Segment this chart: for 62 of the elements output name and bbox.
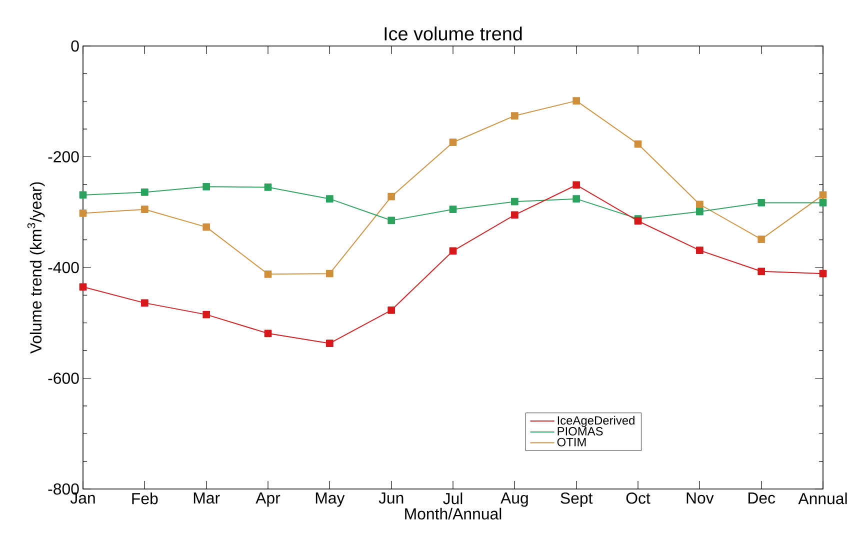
x-tick-label: Nov — [686, 492, 714, 504]
point — [510, 198, 518, 206]
x-tick-label: Annual — [798, 492, 847, 504]
x-tick-label: May — [316, 492, 345, 507]
y-tick-label: -400 — [48, 262, 79, 274]
x-tick-label: Mar — [194, 492, 220, 504]
point — [819, 199, 827, 206]
point — [819, 191, 827, 199]
point — [510, 211, 518, 219]
point — [388, 306, 396, 314]
x-tick-label: Sept — [560, 492, 593, 507]
y-tick-label: -200 — [48, 151, 79, 162]
x-tick-label: Aug — [500, 492, 528, 507]
legend-label: IceAgeDerived — [558, 416, 634, 428]
point — [79, 210, 87, 217]
point — [449, 247, 457, 255]
y-axis-title: Volume trend (km$^{3}$/year) — [27, 182, 45, 354]
y-tick-label: -800 — [48, 483, 79, 495]
point — [202, 310, 210, 318]
point — [696, 200, 704, 208]
point — [326, 270, 334, 278]
point — [140, 206, 148, 214]
y-tick-label: 0 — [71, 40, 79, 52]
point — [510, 112, 518, 120]
point — [572, 97, 580, 105]
point — [326, 340, 334, 348]
point — [696, 208, 704, 216]
point — [696, 246, 704, 254]
point — [572, 181, 580, 189]
point — [140, 188, 148, 196]
x-tick-label: Dec — [748, 492, 776, 504]
point — [264, 330, 272, 338]
x-tick-label: Jan — [70, 492, 95, 504]
point — [449, 138, 457, 146]
point — [79, 283, 87, 291]
chart-title: Ice volume trend — [384, 26, 522, 40]
point — [634, 217, 642, 225]
point — [140, 299, 148, 307]
point — [388, 216, 396, 224]
legend-label: PIOMAS — [558, 427, 603, 436]
point — [758, 268, 766, 276]
legend-label: OTIM — [557, 438, 586, 446]
point — [634, 140, 642, 148]
x-tick-label: Oct — [626, 492, 650, 504]
point — [264, 270, 272, 278]
point — [572, 195, 580, 203]
point — [202, 223, 210, 231]
x-axis-title: Month/Annual — [405, 508, 502, 520]
point — [758, 236, 766, 243]
point — [202, 182, 210, 190]
y-tick-label: -600 — [48, 372, 79, 384]
point — [79, 191, 87, 199]
x-tick-label: Feb — [132, 492, 158, 504]
x-tick-label: Apr — [256, 492, 280, 507]
point — [758, 199, 766, 206]
point — [449, 206, 457, 214]
point — [326, 195, 334, 203]
x-tick-label: Jul — [443, 492, 462, 504]
point — [388, 192, 396, 200]
point — [819, 270, 827, 278]
x-tick-label: Jun — [378, 492, 404, 504]
point — [264, 184, 272, 191]
